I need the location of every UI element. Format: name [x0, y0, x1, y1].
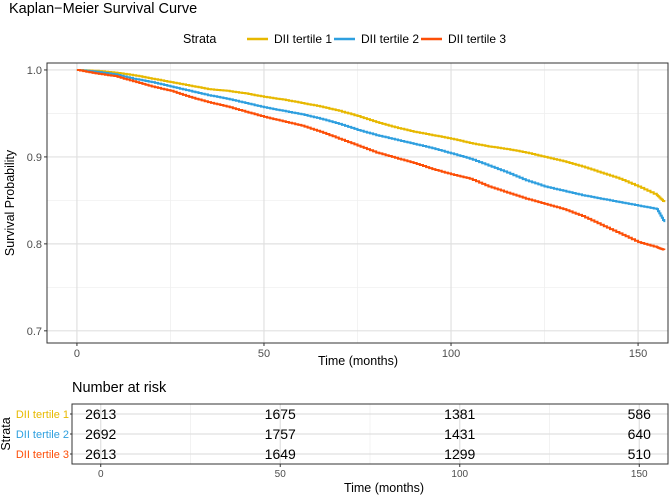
grid [47, 63, 668, 343]
risk-cell: 1381 [444, 406, 475, 422]
survival-curves [76, 69, 666, 251]
risk-cell: 640 [628, 426, 652, 442]
risk-cell: 2613 [85, 406, 116, 422]
y-tick-label: 0.8 [27, 239, 42, 251]
risk-x-tick-label: 150 [631, 469, 648, 480]
risk-cell: 1675 [265, 406, 296, 422]
risk-row-label: DII tertile 2 [16, 429, 69, 441]
legend-label-tertile-2: DII tertile 2 [361, 32, 419, 46]
y-tick-label: 0.7 [27, 326, 42, 338]
risk-cell: 2613 [85, 446, 116, 462]
risk-cell: 1649 [265, 446, 296, 462]
curve-dii-tertile-1 [76, 69, 666, 203]
plot-border [46, 62, 669, 344]
risk-x-tick-label: 0 [98, 469, 104, 480]
y-tick-label: 1.0 [27, 65, 42, 77]
x-tick-label: 50 [258, 348, 270, 360]
risk-x-axis: 0 50 100 150 [98, 464, 648, 480]
legend-title: Strata [183, 32, 216, 46]
x-tick-label: 100 [442, 348, 460, 360]
risk-cell: 2692 [85, 426, 116, 442]
risk-cell: 510 [628, 446, 652, 462]
risk-grid [72, 404, 668, 464]
legend-label-tertile-3: DII tertile 3 [448, 32, 506, 46]
risk-cell: 586 [628, 406, 652, 422]
x-tick-label: 150 [629, 348, 647, 360]
risk-cells: 2613 1675 1381 586 2692 1757 1431 640 2613 1649 12… [85, 406, 651, 462]
legend: Strata DII tertile 1 DII tertile 2 DII t… [183, 32, 506, 46]
y-axis-label: Survival Probability [3, 149, 17, 256]
risk-cell: 1299 [444, 446, 475, 462]
x-axis-label: Time (months) [318, 354, 398, 368]
y-tick-label: 0.9 [27, 152, 42, 164]
risk-y-axis-label: Strata [0, 417, 13, 450]
x-tick-label: 0 [74, 348, 80, 360]
risk-row-label: DII tertile 1 [16, 409, 69, 421]
risk-cell: 1757 [265, 426, 296, 442]
risk-x-tick-label: 50 [275, 469, 287, 480]
risk-cell: 1431 [444, 426, 475, 442]
risk-x-tick-label: 100 [451, 469, 468, 480]
y-axis: 0.7 0.8 0.9 1.0 [27, 65, 47, 338]
risk-x-axis-label: Time (months) [344, 481, 424, 495]
x-axis: 0 50 100 150 [74, 343, 647, 360]
chart-title: Kaplan−Meier Survival Curve [9, 1, 197, 17]
curve-dii-tertile-3 [76, 69, 666, 251]
risk-rows: DII tertile 1 DII tertile 2 DII tertile 3 [16, 409, 72, 461]
risk-row-label: DII tertile 3 [16, 449, 69, 461]
legend-label-tertile-1: DII tertile 1 [274, 32, 332, 46]
km-panel: 0.7 0.8 0.9 1.0 0 50 100 150 Survival Probabil… [3, 62, 669, 368]
risk-table-title: Number at risk [72, 380, 167, 396]
curve-dii-tertile-2 [76, 69, 666, 223]
